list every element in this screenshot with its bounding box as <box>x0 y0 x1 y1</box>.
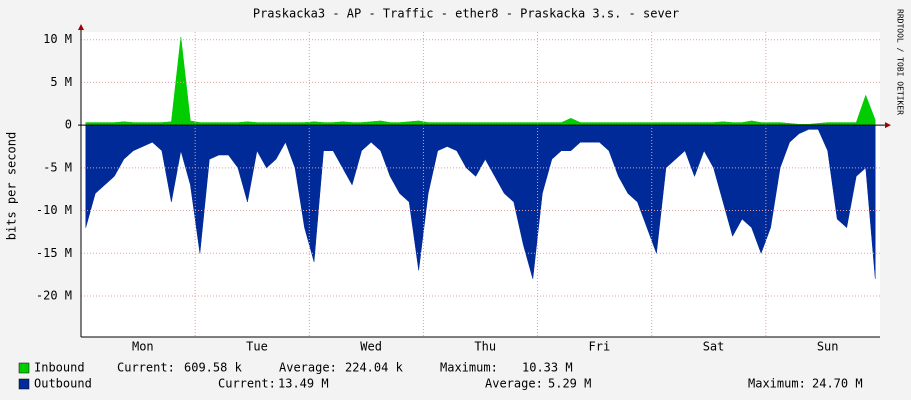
legend-stat-label: Current: <box>117 361 175 375</box>
x-tick-label: Sat <box>703 340 725 354</box>
legend-label: Outbound <box>34 377 92 391</box>
y-tick-label: 0 <box>65 118 72 132</box>
legend-swatch <box>18 378 30 390</box>
axis-arrow <box>78 24 84 30</box>
legend-stat-value: 5.29 M <box>548 377 591 391</box>
x-tick-label: Tue <box>246 340 268 354</box>
legend-stat-value: 609.58 k <box>184 361 243 375</box>
x-tick-label: Thu <box>474 340 496 354</box>
axis-arrow <box>885 122 891 129</box>
y-tick-label: 10 M <box>43 32 72 46</box>
x-tick-label: Mon <box>132 340 154 354</box>
legend-stat-value: 13.49 M <box>278 377 329 391</box>
x-tick-label: Sun <box>817 340 839 354</box>
area <box>85 124 876 279</box>
side-text: RRDTOOL / TOBI OETIKER <box>896 9 905 115</box>
legend-label: Inbound <box>34 361 85 375</box>
legend-stat-label: Maximum: <box>440 361 498 375</box>
legend-stat-label: Maximum: <box>748 377 806 391</box>
area <box>85 36 876 126</box>
x-tick-label: Fri <box>589 340 611 354</box>
legend-stat-value: 24.70 M <box>812 377 863 391</box>
y-tick-label: -10 M <box>36 203 72 217</box>
legend-stat-label: Average: <box>279 361 337 375</box>
y-tick-label: -20 M <box>36 288 72 302</box>
y-tick-label: -15 M <box>36 246 72 260</box>
chart-title: Praskacka3 - AP - Traffic - ether8 - Pra… <box>253 7 679 21</box>
y-axis-label: bits per second <box>5 132 19 240</box>
legend-swatch <box>18 362 30 374</box>
legend-stat-value: 10.33 M <box>522 361 573 375</box>
x-tick-label: Wed <box>360 340 382 354</box>
legend-stat-value: 224.04 k <box>345 361 404 375</box>
legend-stat-label: Current: <box>218 377 276 391</box>
legend-stat-label: Average: <box>485 377 543 391</box>
y-tick-label: -5 M <box>43 160 72 174</box>
y-tick-label: 5 M <box>50 75 72 89</box>
